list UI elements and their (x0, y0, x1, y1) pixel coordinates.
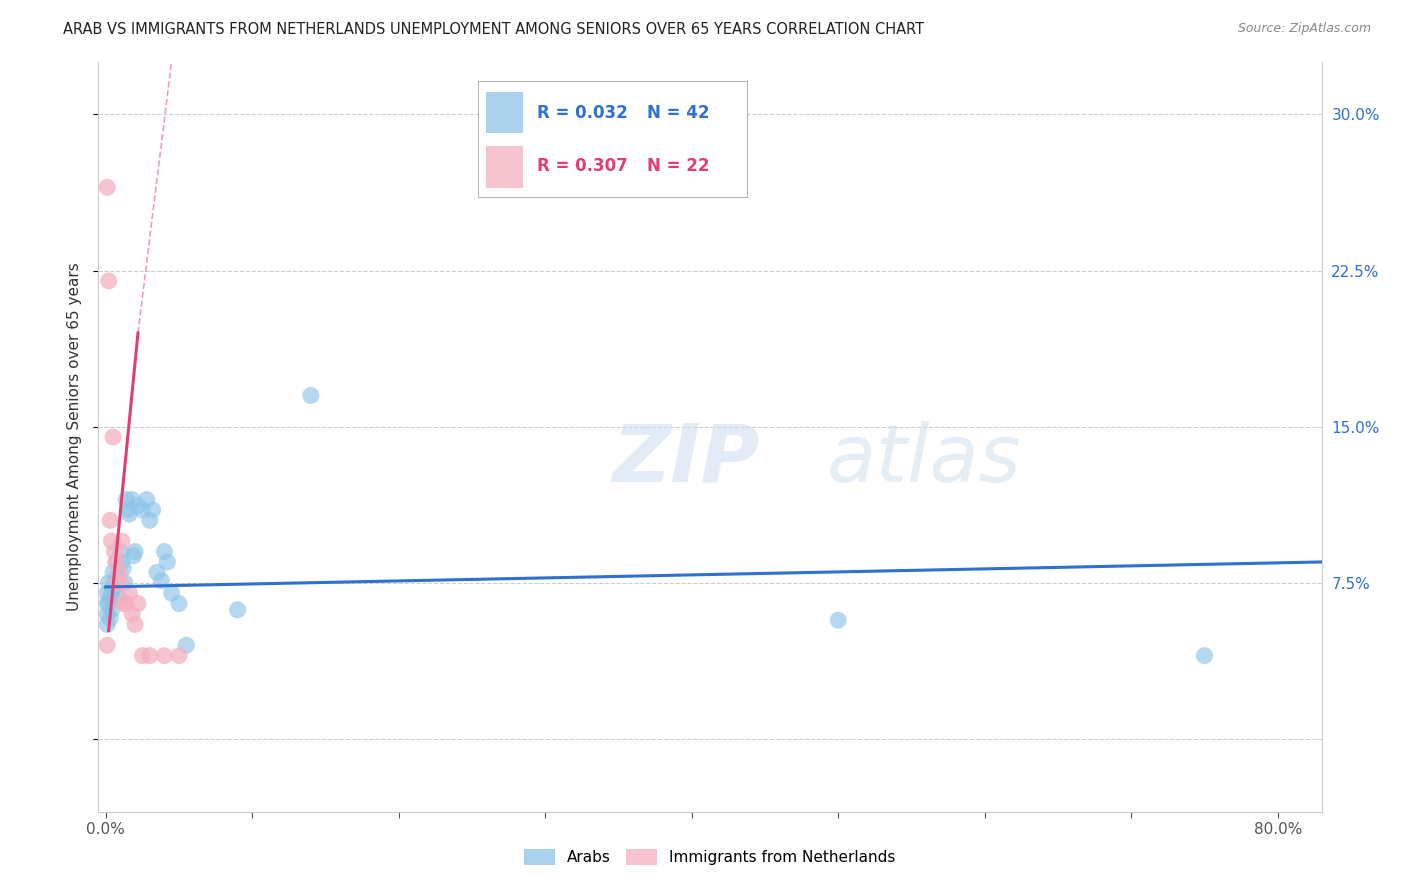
Point (97, 597, 120, 611)
Point (97, 575, 120, 590)
Point (98, 591, 121, 605)
Point (135, 492, 157, 507)
Point (138, 513, 160, 527)
Point (118, 507, 141, 521)
Point (97, 274, 120, 288)
Point (103, 544, 125, 558)
Point (122, 549, 145, 563)
Point (107, 569, 129, 583)
Point (153, 648, 176, 663)
Point (98, 513, 121, 527)
Legend: Arabs, Immigrants from Netherlands: Arabs, Immigrants from Netherlands (519, 843, 901, 871)
Y-axis label: Unemployment Among Seniors over 65 years: Unemployment Among Seniors over 65 years (67, 263, 83, 611)
Point (96, 638, 118, 652)
Point (111, 534, 134, 549)
Point (96, 586, 118, 600)
Point (1194, 648, 1216, 663)
Point (112, 561, 135, 575)
Point (153, 544, 176, 558)
Point (110, 575, 132, 590)
Point (118, 586, 141, 600)
Point (96, 607, 118, 621)
Point (156, 555, 179, 569)
Point (127, 499, 149, 513)
Point (167, 648, 190, 663)
Point (112, 597, 135, 611)
Point (108, 591, 131, 605)
Point (105, 555, 128, 569)
Point (105, 555, 128, 569)
Point (121, 607, 143, 621)
Point (101, 430, 124, 444)
Point (160, 586, 183, 600)
Point (299, 388, 322, 402)
Point (121, 492, 143, 507)
Point (108, 566, 131, 580)
Point (107, 575, 129, 590)
Point (101, 566, 124, 580)
Point (142, 503, 165, 517)
Point (124, 544, 146, 558)
Point (100, 586, 122, 600)
Point (131, 503, 153, 517)
Point (100, 534, 122, 549)
Point (98, 611, 121, 625)
Point (138, 648, 160, 663)
Point (111, 555, 134, 569)
Point (96, 617, 118, 632)
Point (115, 492, 138, 507)
Point (115, 597, 138, 611)
Text: ZIP: ZIP (612, 420, 759, 499)
Point (827, 613, 849, 627)
Point (100, 603, 122, 617)
Point (96, 180, 118, 194)
Point (96, 597, 118, 611)
Point (101, 582, 124, 596)
Point (114, 575, 136, 590)
Point (124, 617, 146, 632)
Point (176, 638, 198, 652)
Point (146, 566, 169, 580)
Point (150, 574, 173, 588)
Point (117, 503, 139, 517)
Point (167, 597, 190, 611)
Point (103, 575, 125, 590)
Point (131, 648, 153, 663)
Text: Source: ZipAtlas.com: Source: ZipAtlas.com (1237, 22, 1371, 36)
Text: ARAB VS IMMIGRANTS FROM NETHERLANDS UNEMPLOYMENT AMONG SENIORS OVER 65 YEARS COR: ARAB VS IMMIGRANTS FROM NETHERLANDS UNEM… (63, 22, 924, 37)
Point (110, 544, 132, 558)
Point (226, 603, 249, 617)
Point (127, 597, 149, 611)
Text: atlas: atlas (827, 420, 1021, 499)
